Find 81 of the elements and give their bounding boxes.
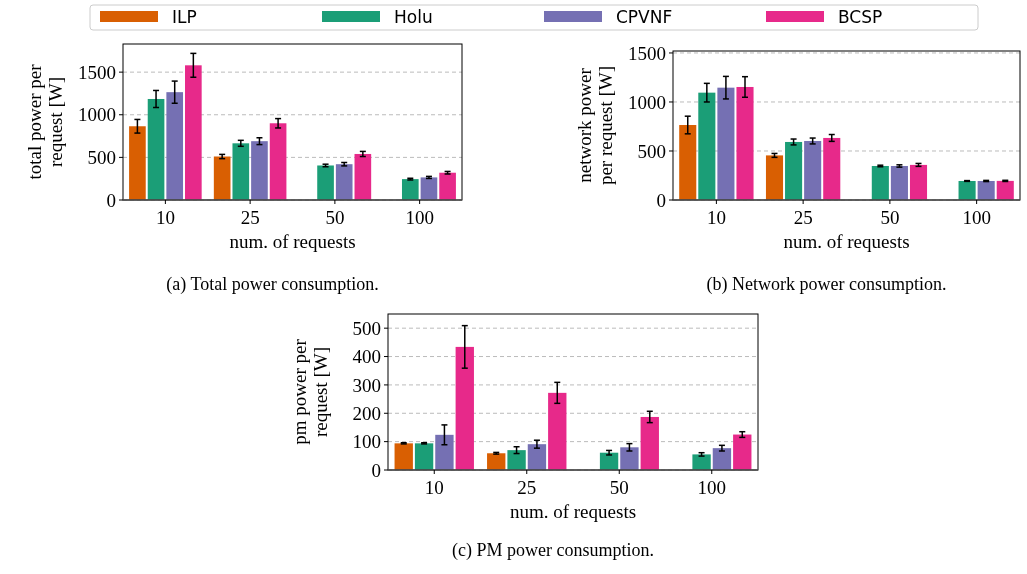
y-tick-label: 100 bbox=[352, 431, 381, 453]
text: (a) Total power consumption. bbox=[166, 274, 379, 295]
bar bbox=[698, 92, 716, 200]
bar bbox=[996, 180, 1014, 200]
bar bbox=[317, 165, 334, 200]
legend-label: CPVNF bbox=[616, 7, 673, 27]
x-tick-label: 50 bbox=[609, 477, 629, 498]
bar bbox=[420, 177, 438, 200]
bar bbox=[620, 447, 639, 470]
y-axis-title: total power per request [W] bbox=[24, 63, 66, 180]
bar bbox=[679, 125, 697, 200]
bar bbox=[414, 443, 434, 470]
x-tick-label: 25 bbox=[793, 207, 813, 228]
y-tick-label: 1000 bbox=[78, 104, 116, 126]
bar bbox=[487, 453, 506, 470]
bar bbox=[166, 92, 184, 200]
x-tick-label: 100 bbox=[962, 207, 991, 228]
bar bbox=[548, 392, 567, 470]
y-tick-label: 200 bbox=[352, 402, 381, 424]
bar bbox=[401, 179, 419, 200]
bar bbox=[640, 416, 659, 470]
bar bbox=[269, 123, 287, 200]
bar bbox=[890, 165, 908, 200]
x-axis-title: num. of requests bbox=[783, 231, 910, 252]
bar bbox=[507, 450, 526, 470]
bar bbox=[733, 434, 752, 470]
y-tick-label: 0 bbox=[106, 189, 116, 211]
x-tick-label: 10 bbox=[706, 207, 726, 228]
bar bbox=[335, 164, 353, 200]
x-tick-label: 25 bbox=[240, 207, 260, 228]
x-tick-label: 50 bbox=[325, 207, 345, 228]
x-axis-title: num. of requests bbox=[509, 501, 637, 522]
legend-label: BCSP bbox=[838, 7, 883, 27]
y-tick-label: 0 bbox=[371, 459, 381, 481]
bar bbox=[354, 153, 372, 200]
bar bbox=[232, 143, 250, 200]
bar bbox=[823, 137, 841, 200]
y-tick-label: 1500 bbox=[78, 61, 116, 83]
text: (b) Network power consumption. bbox=[706, 274, 947, 295]
bar bbox=[394, 443, 413, 470]
y-tick-label: 400 bbox=[352, 346, 381, 368]
bar bbox=[804, 140, 822, 200]
y-tick-label: 1000 bbox=[628, 91, 666, 113]
y-tick-label: 0 bbox=[656, 189, 666, 211]
y-tick-label: 500 bbox=[352, 317, 381, 339]
bar bbox=[213, 156, 231, 200]
bar bbox=[785, 141, 803, 200]
x-tick-label: 10 bbox=[424, 477, 444, 498]
bar bbox=[527, 444, 547, 470]
x-tick-label: 25 bbox=[517, 477, 537, 498]
y-tick-label: 300 bbox=[352, 374, 381, 396]
bar bbox=[185, 65, 202, 200]
bar bbox=[692, 454, 711, 470]
legend-label: Holu bbox=[394, 7, 433, 27]
bar bbox=[958, 180, 976, 200]
bar bbox=[251, 141, 268, 200]
bar bbox=[765, 155, 784, 200]
x-tick-label: 10 bbox=[155, 207, 175, 228]
y-tick-label: 500 bbox=[637, 140, 666, 162]
bar bbox=[909, 164, 928, 200]
bar bbox=[439, 172, 456, 200]
legend-label: ILP bbox=[172, 7, 197, 27]
text: (c) PM power consumption. bbox=[452, 540, 654, 561]
y-tick-label: 500 bbox=[87, 147, 116, 169]
y-axis-title: network power per request [W] bbox=[574, 65, 616, 186]
x-tick-label: 100 bbox=[405, 207, 434, 228]
bar bbox=[871, 165, 889, 200]
x-tick-label: 50 bbox=[880, 207, 900, 228]
x-axis-title: num. of requests bbox=[229, 231, 356, 252]
bar bbox=[977, 180, 995, 200]
bar bbox=[599, 452, 619, 470]
bar bbox=[455, 346, 474, 470]
bar bbox=[129, 126, 146, 200]
y-axis-title: pm power per request [W] bbox=[289, 338, 331, 445]
bar bbox=[147, 98, 165, 200]
bar bbox=[736, 86, 754, 200]
bar bbox=[712, 448, 732, 470]
bar bbox=[717, 87, 735, 200]
y-tick-label: 1500 bbox=[628, 42, 666, 64]
x-tick-label: 100 bbox=[697, 477, 726, 498]
bar bbox=[435, 434, 454, 470]
